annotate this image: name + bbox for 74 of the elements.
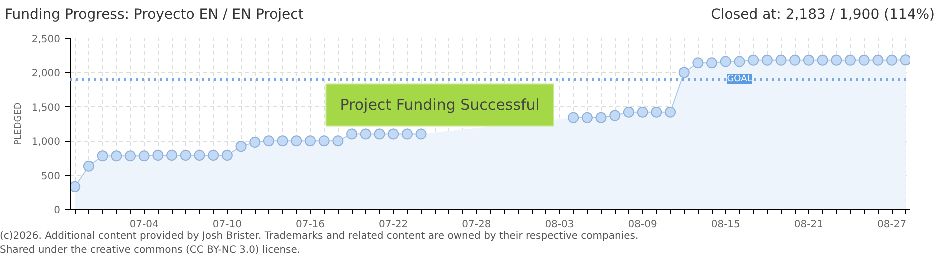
point [817,54,828,66]
point [360,128,372,140]
point [291,136,302,147]
y-tick-label: 500 [41,171,61,182]
point [831,54,842,66]
point [263,136,274,147]
point [222,150,233,161]
point [858,54,870,66]
point [596,112,607,124]
x-tick-label: 07-04 [130,220,159,230]
point [637,106,648,118]
point [402,128,413,140]
point [900,54,910,66]
point [886,54,898,66]
point [250,136,261,148]
point [180,150,192,161]
x-tick-label: 07-22 [379,220,408,230]
point [70,181,81,192]
y-tick-label: 2,500 [32,34,61,46]
point [790,54,801,66]
point [318,136,330,147]
text: Shared under the creative commons (CC BY-NC 3.0) license. [0,244,301,258]
point [734,56,746,68]
y-tick-label: 1,500 [32,102,61,114]
point [332,136,344,147]
point [138,150,150,162]
point [665,106,676,118]
y-tick-label: 0 [54,206,61,216]
y-axis-title: PLEDGED [14,102,24,146]
point [748,54,760,66]
text: (c)2026. Additional content provided by Josh Brister. Trademarks and related content are owned by their respective companies. [0,230,639,244]
point [568,112,580,124]
x-tick-label: 08-15 [711,220,740,230]
point [277,136,288,147]
point [610,110,621,122]
chart-title: Funding Progress: Proyecto EN / EN Project [5,6,304,25]
point [208,150,220,161]
point [845,54,856,66]
point [582,112,593,124]
y-tick-label: 1,000 [32,137,61,148]
point [305,136,316,147]
point [678,67,690,78]
point [651,106,662,118]
ref-line-label: GOAL [727,74,752,85]
point [194,150,206,161]
point [776,54,787,66]
point [111,150,122,162]
point [97,150,108,162]
x-tick-label: 08-27 [878,220,907,230]
point [872,54,884,66]
x-tick-label: 08-03 [545,220,574,230]
x-tick-label: 07-28 [462,220,492,230]
point [692,58,704,69]
point [152,150,164,161]
point [720,56,732,68]
point [762,54,773,66]
chart-subtitle: Closed at: 2,183 / 1,900 (114%) [711,6,935,25]
point [416,128,427,140]
point [388,128,400,140]
point [236,141,247,152]
point [166,150,178,161]
x-tick-label: 08-09 [628,220,658,230]
point [125,150,136,162]
point [83,160,94,172]
y-tick-label: 2,000 [32,68,61,80]
point [803,54,814,66]
point [346,128,358,140]
x-tick-label: 08-21 [794,220,824,230]
point [623,106,634,118]
point [374,128,386,140]
x-tick-label: 07-16 [296,220,326,230]
x-tick-label: 07-10 [212,220,242,230]
point [706,58,718,69]
annotation: Project Funding Successful [340,96,540,114]
